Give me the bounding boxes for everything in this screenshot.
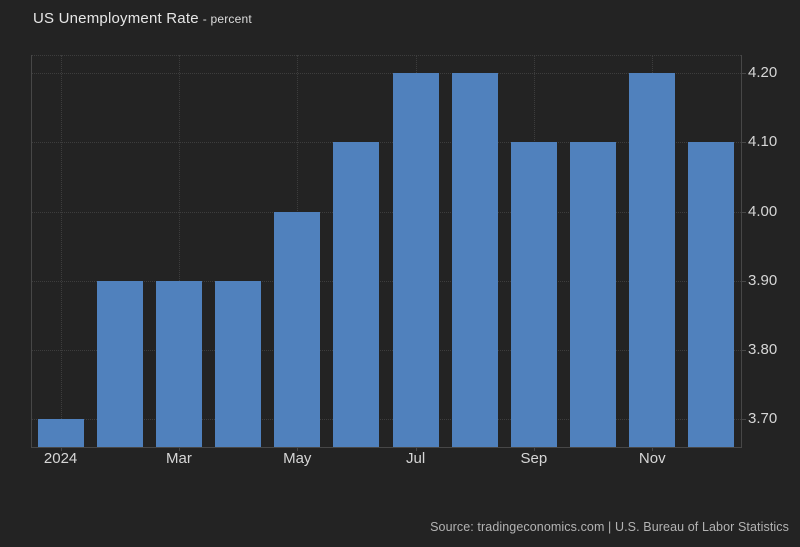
x-axis-line [31, 447, 742, 448]
chart-title: US Unemployment Rate - percent [33, 10, 252, 27]
y-axis-tick [741, 350, 746, 352]
bar-aug-2024[interactable] [451, 73, 498, 447]
gridline-y-4.00 [31, 211, 741, 213]
x-axis-tick [297, 447, 299, 451]
chart-title-text: US Unemployment Rate [33, 10, 199, 27]
y-axis-label: 4.20 [748, 64, 778, 81]
x-axis-tick [415, 447, 417, 451]
gridline-top [31, 55, 741, 56]
x-axis-label: 2024 [43, 450, 78, 467]
gridline-y-4.20 [31, 73, 741, 74]
bar-jul-2024[interactable] [392, 73, 439, 447]
bar-sep-2024[interactable] [510, 142, 557, 447]
y-axis-tick [741, 419, 746, 421]
gridline-y-3.90 [31, 280, 741, 282]
bar-jan-2024[interactable] [37, 419, 84, 447]
y-axis-label: 3.70 [748, 410, 778, 428]
x-axis-label: Nov [638, 450, 666, 467]
bar-nov-2024[interactable] [629, 73, 676, 447]
y-axis-label: 4.10 [748, 133, 778, 151]
gridline-y-3.70 [31, 419, 741, 421]
gridline-y-4.10 [31, 142, 741, 144]
y-axis-tick [741, 211, 746, 213]
y-axis-tick [741, 73, 746, 74]
y-axis-tick [741, 280, 746, 282]
x-axis-label: Jul [405, 450, 426, 467]
x-axis-tick [178, 447, 180, 451]
y-axis-tick [741, 142, 746, 144]
y-axis-label: 3.80 [748, 341, 778, 359]
y-axis-label: 4.00 [748, 202, 778, 220]
y-axis-label: 3.90 [748, 271, 778, 289]
bar-may-2024[interactable] [274, 211, 321, 447]
bar-dec-2024[interactable] [688, 142, 735, 447]
gridline-x-2024 [60, 55, 62, 447]
chart-subtitle: - percent [202, 12, 252, 26]
bar-mar-2024[interactable] [155, 280, 202, 447]
plot-area [31, 55, 741, 447]
bar-feb-2024[interactable] [96, 280, 143, 447]
bar-jun-2024[interactable] [333, 142, 380, 447]
x-axis-tick [60, 447, 62, 451]
source-credit: Source: tradingeconomics.com | U.S. Bure… [430, 520, 789, 534]
x-axis-label: May [283, 450, 312, 467]
gridline-y-3.80 [31, 350, 741, 352]
bar-apr-2024[interactable] [215, 280, 262, 447]
y-axis-line-left [31, 55, 32, 447]
x-axis-label: Sep [520, 450, 548, 467]
gridline-x-mar [178, 55, 180, 447]
x-axis-tick [533, 447, 535, 451]
y-axis-line-right [741, 55, 742, 447]
x-axis-tick [652, 447, 654, 451]
x-axis-label: Mar [165, 450, 192, 467]
bar-oct-2024[interactable] [570, 142, 617, 447]
